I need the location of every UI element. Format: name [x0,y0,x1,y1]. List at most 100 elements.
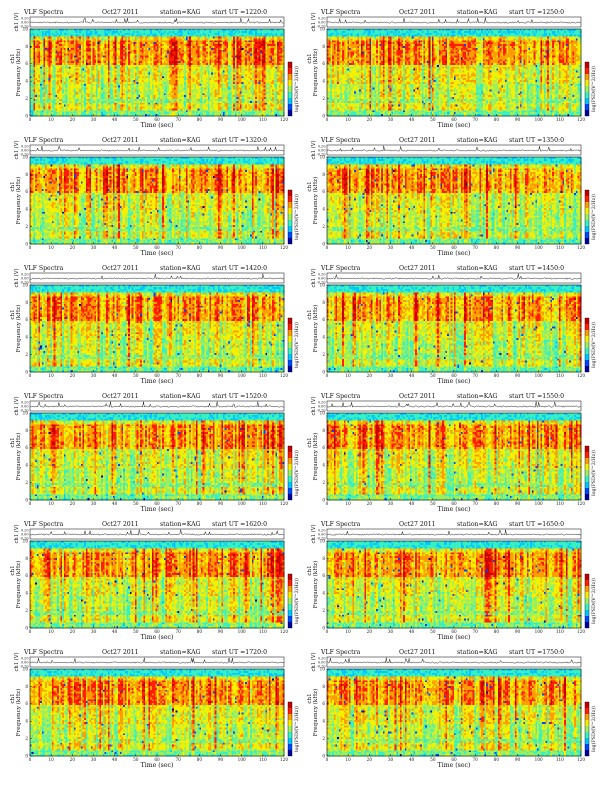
spectrogram-cells [30,541,284,628]
x-tick-label: 0 [29,245,32,250]
spectrogram-panel: VLF Spectra Oct27 2011 station=KAG start UT… [307,136,597,262]
y-tick-label: 4 [25,335,28,340]
x-tick-label: 80 [494,117,500,122]
x-axis-label: Time (sec) [141,506,174,513]
x-tick-label: 20 [70,757,76,762]
x-tick-label: 20 [70,117,76,122]
y-tick-label: 8 [25,172,28,177]
x-axis-label: Time (sec) [141,378,174,385]
colorbar [288,446,292,500]
colorbar-label: log(PSD/(V^2/Hz)) [590,194,597,240]
channel-label: ch1 [307,309,313,319]
waveform-frame [327,657,581,667]
x-tick-label: 30 [388,629,394,634]
waveform-trace [327,530,581,536]
x-tick-label: 110 [556,245,564,250]
waveform-trace [327,146,581,151]
waveform-ylabel: ch1 (V) [13,653,20,672]
waveform-frame [30,657,284,667]
colorbar-label: log(PSD/(V^2/Hz)) [590,322,597,368]
spectrogram-panel: VLF Spectra Oct27 2011 station=KAG start UT… [307,392,597,518]
spectrogram-panel: VLF Spectra Oct27 2011 station=KAG start UT… [10,136,300,262]
spectrogram-cells [327,413,581,500]
waveform-ylabel: ch1 (V) [310,141,317,160]
x-tick-label: 110 [556,373,564,378]
x-tick-label: 80 [197,757,203,762]
y-tick-label: 10 [320,26,326,31]
x-tick-label: 20 [70,373,76,378]
waveform-trace [327,18,581,24]
x-tick-label: 50 [430,373,436,378]
y-tick-label: 4 [25,207,28,212]
spectrogram-cells [30,285,284,372]
x-axis-label: Time (sec) [141,250,174,257]
x-tick-label: 30 [388,757,394,762]
x-axis-label: Time (sec) [438,634,471,641]
waveform-frame [327,17,581,27]
x-tick-label: 80 [494,757,500,762]
y-axis-label: Frequency (kHz) [312,177,319,225]
y-tick-label: 0 [322,753,325,758]
x-axis-label: Time (sec) [141,634,174,641]
y-tick-label: 8 [322,556,325,561]
y-tick-label: 2 [25,224,28,229]
colorbar [288,318,292,372]
y-tick-label: 0 [25,753,28,758]
y-tick-label: 2 [25,608,28,613]
x-tick-label: 110 [259,629,267,634]
x-tick-label: 30 [91,373,97,378]
x-tick-label: 100 [238,501,246,506]
y-tick-label: 8 [322,684,325,689]
colorbar [288,62,292,116]
spectrogram-panel: VLF Spectra Oct27 2011 station=KAG start UT… [307,648,597,774]
x-tick-label: 30 [388,501,394,506]
y-tick-label: 6 [322,701,325,706]
x-tick-label: 100 [238,757,246,762]
y-axis-label: Frequency (kHz) [15,689,22,737]
channel-label: ch1 [10,53,16,63]
x-tick-label: 50 [430,757,436,762]
y-tick-label: 0 [25,625,28,630]
spectrogram-cells [30,157,284,244]
y-tick-label: 10 [23,410,29,415]
x-tick-label: 10 [345,501,351,506]
y-tick-label: 8 [25,300,28,305]
y-tick-label: 8 [322,428,325,433]
x-tick-label: 10 [345,117,351,122]
waveform-ylabel: ch1 (V) [13,269,20,288]
waveform-frame [327,529,581,539]
x-tick-label: 0 [326,757,329,762]
x-tick-label: 120 [577,245,585,250]
waveform-ylabel: ch1 (V) [310,13,317,32]
y-axis-label: Frequency (kHz) [312,433,319,481]
x-tick-label: 50 [430,501,436,506]
y-tick-label: 8 [322,172,325,177]
x-tick-label: 90 [515,245,521,250]
x-tick-label: 0 [326,245,329,250]
x-tick-label: 110 [259,757,267,762]
spectrogram-cells [30,669,284,756]
x-tick-label: 20 [367,757,373,762]
x-tick-label: 120 [577,501,585,506]
x-tick-label: 90 [218,501,224,506]
x-tick-label: 110 [259,501,267,506]
x-tick-label: 90 [515,117,521,122]
x-tick-label: 90 [218,117,224,122]
y-tick-label: 8 [25,428,28,433]
y-axis-label: Frequency (kHz) [15,49,22,97]
y-tick-label: 0 [322,625,325,630]
x-tick-label: 40 [112,629,118,634]
x-axis-label: Time (sec) [438,378,471,385]
y-tick-label: 10 [23,538,29,543]
x-tick-label: 20 [367,245,373,250]
x-tick-label: 90 [218,757,224,762]
y-axis-label: Frequency (kHz) [312,49,319,97]
x-tick-label: 0 [326,501,329,506]
x-tick-label: 40 [409,373,415,378]
x-tick-label: 70 [472,117,478,122]
x-tick-label: 20 [70,245,76,250]
y-tick-label: 6 [25,61,28,66]
x-tick-label: 70 [175,373,181,378]
x-tick-label: 70 [472,501,478,506]
x-tick-label: 20 [70,629,76,634]
